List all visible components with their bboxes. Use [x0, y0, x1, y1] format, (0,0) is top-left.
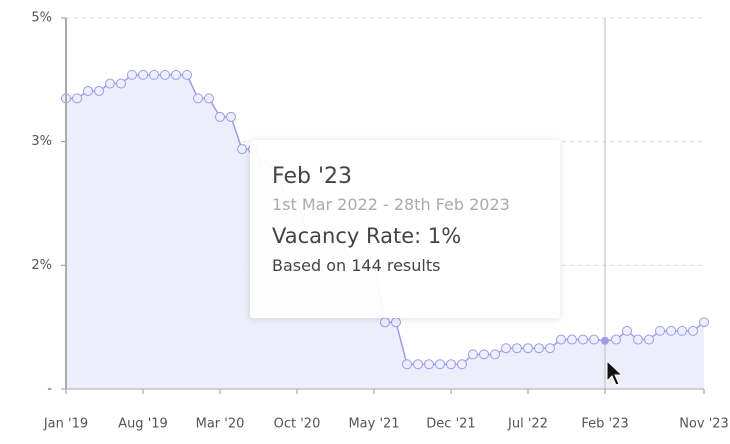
- point: [83, 85, 93, 96]
- cursor: [606, 360, 624, 386]
- x-tick-label: Aug '19: [118, 417, 168, 432]
- x-tick-label: May '21: [348, 417, 399, 432]
- point: [391, 317, 401, 328]
- point: [677, 325, 687, 336]
- point: [699, 317, 709, 328]
- point: [622, 325, 632, 336]
- point: [94, 85, 104, 96]
- point: [182, 69, 192, 80]
- tooltip: Feb '23 1st Mar 2022 - 28th Feb 2023 Vac…: [250, 140, 560, 318]
- point: [105, 78, 115, 89]
- y-tick-label: -: [47, 382, 52, 397]
- point: [578, 334, 588, 345]
- point: [534, 343, 544, 354]
- point: [402, 359, 412, 370]
- y-tick-label: 3%: [31, 134, 52, 149]
- point: [479, 349, 489, 360]
- point: [644, 334, 654, 345]
- point: [127, 69, 137, 80]
- x-tick-label: Feb '23: [581, 417, 628, 432]
- point: [589, 334, 599, 345]
- point: [204, 93, 214, 104]
- x-tick-label: Mar '20: [196, 417, 245, 432]
- point: [72, 93, 82, 104]
- y-tick-label: 5%: [31, 11, 52, 26]
- point: [237, 144, 247, 155]
- tooltip-period: 1st Mar 2022 - 28th Feb 2023: [272, 195, 510, 214]
- tooltip-title: Feb '23: [272, 164, 352, 189]
- point: [501, 343, 511, 354]
- point: [523, 343, 533, 354]
- point: [468, 349, 478, 360]
- point: [655, 325, 665, 336]
- x-tick-label: Jul '22: [507, 417, 548, 432]
- point: [611, 334, 621, 345]
- point: [545, 343, 555, 354]
- x-tick-label: Nov '23: [679, 417, 729, 432]
- point: [160, 69, 170, 80]
- point: [512, 343, 522, 354]
- point: [633, 334, 643, 345]
- point: [215, 111, 225, 122]
- point: [380, 317, 390, 328]
- point: [446, 359, 456, 370]
- point: [116, 78, 126, 89]
- tooltip-note: Based on 144 results: [272, 256, 441, 275]
- point: [138, 69, 148, 80]
- point: [149, 69, 159, 80]
- point: [556, 334, 566, 345]
- area: [66, 74, 704, 390]
- y-tick-label: 2%: [31, 258, 52, 273]
- x-tick-label: Dec '21: [426, 417, 475, 432]
- x-tick-label: Oct '20: [274, 417, 321, 432]
- point: [490, 349, 500, 360]
- point: [171, 69, 181, 80]
- point: [457, 359, 467, 370]
- tooltip-value: Vacancy Rate: 1%: [272, 224, 462, 248]
- point: [193, 93, 203, 104]
- point: [226, 111, 236, 122]
- point: [424, 359, 434, 370]
- point: [413, 359, 423, 370]
- point: [666, 325, 676, 336]
- x-tick-label: Jan '19: [43, 417, 88, 432]
- point: [567, 334, 577, 345]
- point: [688, 325, 698, 336]
- point: [435, 359, 445, 370]
- point: [601, 336, 609, 345]
